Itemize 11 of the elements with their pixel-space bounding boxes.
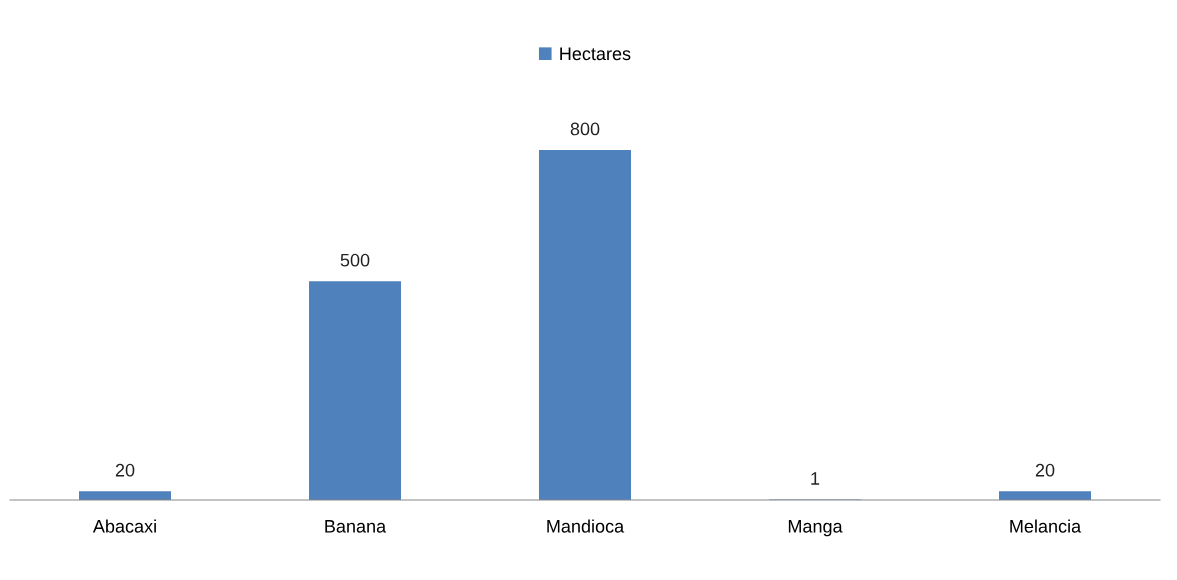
data-label: 20	[1035, 463, 1055, 477]
data-label: 20	[115, 463, 135, 477]
data-label: 500	[340, 253, 370, 267]
x-tick-label: Manga	[788, 520, 843, 537]
data-label: 1	[811, 472, 820, 485]
x-tick-label: Melancia	[1010, 519, 1082, 533]
x-tick-label: Banana	[325, 520, 387, 533]
x-tick-label: Mandioca	[547, 519, 625, 533]
x-tick-label: Abacaxi	[92, 519, 156, 533]
legend-label: Hectares	[560, 47, 631, 61]
data-label: 800	[570, 122, 600, 136]
